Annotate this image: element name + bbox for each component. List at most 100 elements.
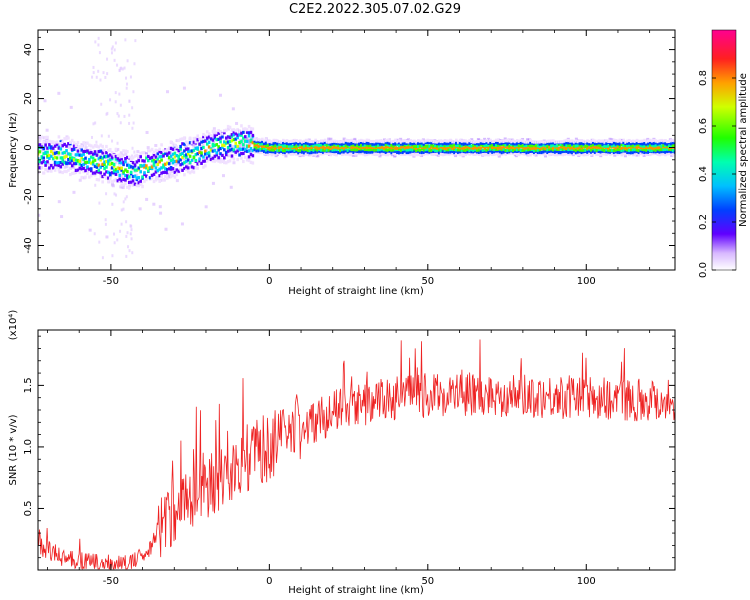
spectral-cell [622,148,625,152]
spectral-cell [82,152,85,156]
spectral-cell [283,144,287,148]
colorbar-tick-label: 0.0 [698,262,709,278]
spectral-cell [574,144,578,148]
spectral-cell [576,144,580,148]
spectral-cell [544,152,547,156]
spectral-cell [401,152,405,156]
spectral-cell [46,167,49,171]
spectral-cell [146,149,150,153]
spectral-cell [234,152,238,156]
spectral-cell [217,159,220,163]
spectral-cell [468,141,471,145]
spectral-cell [456,143,460,148]
spectral-cell [221,153,224,158]
spectral-cell [158,167,161,171]
spectral-cell [380,145,384,149]
spectral-cell [213,159,217,163]
spectral-cell [477,148,481,152]
spectral-cell [259,151,262,155]
spectral-cell [174,163,178,167]
y-tick-label: 0 [23,144,34,150]
spectral-cell [183,136,186,141]
spectral-cell [209,148,213,152]
spectral-cell [415,146,418,150]
spectral-cell [285,151,289,156]
spectral-cell [212,127,216,131]
spectral-cell [38,162,40,166]
spectral-cell [318,151,321,155]
spectral-cell [156,168,160,173]
spectral-cell [297,152,300,157]
y-tick-label: 40 [23,43,34,56]
spectral-cell [527,140,530,144]
spectral-cell [523,140,527,144]
spectral-cell [538,140,542,144]
spectral-cell [415,153,418,157]
spectral-cell [517,146,521,150]
spectral-cell [377,143,380,147]
spectral-cell [386,138,390,142]
spectral-cell [445,152,449,156]
spectral-cell [424,147,428,152]
spectral-cell [430,141,433,145]
spectral-cell [397,144,401,148]
spectral-cell [64,151,68,155]
spectral-cell [464,139,468,143]
spectral-cell [198,159,201,163]
spectral-cell [503,137,507,141]
spectral-cell [156,162,160,167]
spectral-cell [536,145,540,150]
spectral-cell [517,147,521,151]
spectral-cell [171,161,175,165]
spectral-cell [224,161,228,165]
spectral-cell [396,140,399,144]
spectral-cell [544,149,547,153]
spectral-cell [247,124,251,129]
spectral-cell [633,139,637,144]
spectral-cell [413,144,416,148]
spectral-cell [46,160,49,164]
spectral-cell [352,145,355,149]
spectral-cell [552,143,555,147]
spectral-cell [228,125,232,129]
spectral-cell [266,146,270,150]
spectral-cell [175,172,179,177]
spectral-cell [219,136,222,140]
spectral-cell [464,142,468,146]
spectral-cell [346,144,350,148]
spectral-cell [72,147,76,151]
spectral-cell [494,152,498,156]
spectral-cell [643,150,646,155]
spectral-cell [217,148,220,152]
spectral-cell [375,148,378,152]
spectral-cell [278,146,281,150]
spectral-cell [409,147,412,152]
spectral-cell [306,139,310,143]
spectral-cell [95,169,99,174]
spectral-cell [525,151,528,155]
spectral-cell [363,145,367,149]
spectral-cell [348,142,352,146]
spectral-cell [100,102,103,106]
spectral-cell [567,152,570,156]
spectral-cell [259,140,262,144]
spectral-cell [662,143,665,147]
spectral-cell [618,144,622,148]
spectral-cell [329,144,333,148]
spectral-cell [588,142,591,146]
spectral-cell [561,149,565,154]
spectral-cell [550,149,553,153]
spectral-cell [597,141,601,145]
spectral-cell [652,150,656,154]
spectral-cell [116,141,119,145]
spectral-cell [82,166,85,171]
spectral-cell [304,138,308,142]
spectral-cell [158,147,161,151]
spectral-cell [110,180,114,184]
spectral-cell [466,147,470,151]
spectral-cell [52,149,56,153]
spectral-cell [299,145,302,149]
spectral-cell [253,143,257,147]
spectral-cell [498,151,502,156]
spectral-cell [107,154,110,158]
